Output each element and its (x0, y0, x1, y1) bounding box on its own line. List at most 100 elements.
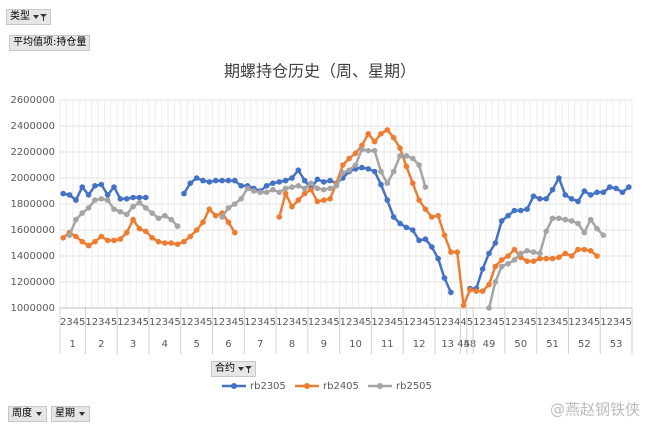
data-point (454, 249, 461, 255)
data-point (479, 266, 486, 272)
x-tick-label: 4 (168, 317, 174, 328)
x-tick-label: 1 (403, 317, 409, 328)
x-group-label: 8 (289, 339, 295, 350)
data-point (594, 189, 600, 196)
data-point (517, 207, 524, 214)
data-point (556, 215, 562, 222)
data-point (301, 190, 308, 197)
x-group-label: 53 (610, 339, 623, 350)
axis-field-button[interactable]: 周度 (8, 406, 47, 422)
x-tick-label: 4 (492, 317, 498, 328)
data-point (460, 302, 467, 309)
data-point (568, 196, 575, 202)
data-point (276, 214, 283, 220)
data-point (301, 177, 308, 184)
y-tick-label: 1600000 (10, 225, 55, 236)
legend-label: rb2305 (250, 381, 286, 392)
data-point (390, 168, 397, 175)
data-point (219, 177, 225, 184)
x-tick-label: 2 (92, 317, 98, 328)
data-point (181, 238, 187, 245)
data-point (104, 197, 111, 203)
data-point (327, 196, 333, 202)
filter-button[interactable]: 类型 (6, 9, 51, 25)
data-point (511, 257, 518, 263)
data-point (123, 196, 130, 202)
data-point (263, 189, 270, 196)
data-point (390, 134, 397, 141)
data-point (594, 225, 600, 232)
data-point (200, 177, 206, 184)
data-point (289, 175, 295, 181)
series-line (68, 148, 605, 309)
x-tick-label: 2 (410, 317, 416, 328)
x-group-label: 6 (225, 339, 231, 350)
x-tick-label: 3 (162, 317, 168, 328)
axis-field-button[interactable]: 星期 (51, 406, 90, 422)
x-tick-label: 4 (556, 317, 562, 328)
data-point (409, 155, 416, 162)
data-point (98, 233, 105, 240)
data-point (416, 162, 422, 168)
data-point (295, 167, 302, 173)
data-point (581, 188, 588, 194)
value-field-button[interactable]: 平均值项:持仓量 (9, 35, 91, 51)
data-point (543, 196, 549, 202)
data-point (575, 198, 581, 205)
data-point (130, 194, 136, 201)
data-point (441, 275, 448, 281)
data-point (314, 185, 321, 192)
data-point (486, 281, 492, 288)
x-tick-label: 4 (422, 317, 428, 328)
x-tick-label: 1 (600, 317, 606, 328)
data-point (314, 198, 321, 205)
y-tick-label: 1400000 (10, 251, 55, 262)
x-tick-label: 4 (104, 317, 110, 328)
x-tick-label: 2 (282, 317, 288, 328)
data-point (225, 177, 232, 184)
value-field-label: 平均值项:持仓量 (13, 37, 87, 48)
data-point (397, 153, 403, 159)
legend-label: rb2405 (323, 381, 359, 392)
x-tick-label: 3 (225, 317, 231, 328)
x-group-label: 3 (130, 339, 136, 350)
x-group-label: 11 (381, 339, 394, 350)
data-point (111, 206, 117, 212)
x-tick-label: 1 (371, 317, 377, 328)
x-tick-label: 2 (479, 317, 485, 328)
data-point (98, 196, 105, 202)
data-point (537, 196, 543, 202)
data-point (581, 246, 588, 253)
data-point (422, 206, 429, 212)
data-point (581, 229, 588, 236)
data-point (365, 131, 372, 137)
data-point (111, 237, 117, 244)
data-point (511, 246, 518, 253)
data-point (352, 150, 359, 157)
x-tick-label: 3 (130, 317, 136, 328)
data-point (556, 254, 562, 261)
x-tick-label: 1 (213, 317, 219, 328)
data-point (111, 184, 117, 190)
data-point (155, 238, 162, 245)
data-point (384, 180, 391, 186)
x-tick-label: 2 (378, 317, 384, 328)
data-point (549, 186, 556, 193)
data-point (359, 146, 365, 153)
data-point (397, 145, 403, 151)
data-point (251, 188, 257, 194)
data-point (327, 185, 333, 192)
data-point (543, 228, 549, 235)
data-point (486, 250, 492, 257)
data-point (162, 240, 168, 246)
data-point (181, 190, 187, 197)
x-tick-label: 1 (117, 317, 123, 328)
x-tick-label: 4 (232, 317, 238, 328)
data-point (448, 289, 454, 296)
x-tick-label: 4 (619, 317, 625, 328)
data-point (543, 255, 549, 262)
data-point (295, 197, 302, 203)
data-point (505, 253, 511, 259)
x-tick-label: 5 (626, 317, 632, 328)
legend-field-button[interactable]: 合约 (211, 361, 256, 377)
